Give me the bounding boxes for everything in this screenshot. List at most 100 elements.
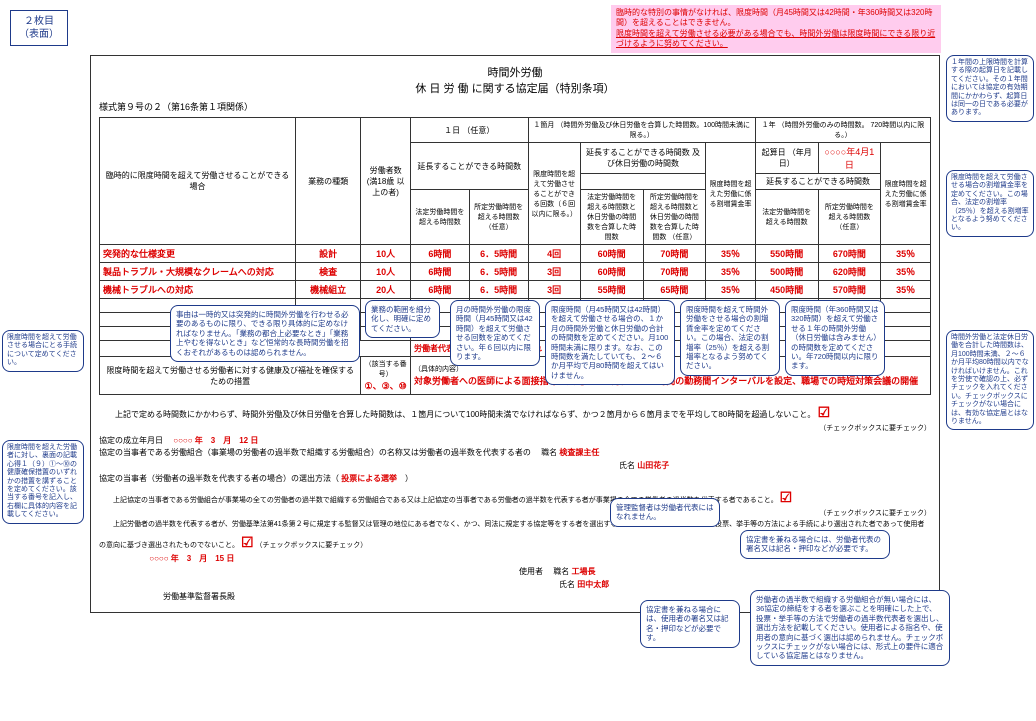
date2-val: ○○○○ 年 3 月 15 日 — [149, 554, 234, 563]
r2-type: 機械組立 — [295, 281, 360, 299]
h-legal-y: 法定労働時間を超える時間数 — [755, 190, 818, 245]
r0-reason: 突発的な仕様変更 — [100, 245, 296, 263]
callout-l1: 限度時間を超えて労働させる場合にとる手続について定めてください。 — [2, 330, 84, 372]
r1-yf: 620時間 — [818, 263, 881, 281]
health-label: 限度時間を超えて労働させる労働者に対する健康及び福祉を確保するための措置 — [100, 357, 361, 395]
r0-dl: 6時間 — [410, 245, 469, 263]
page-label-2: （表面） — [19, 28, 59, 41]
r0-mf: 70時間 — [643, 245, 706, 263]
title-2: 休 日 労 働 — [415, 83, 468, 95]
callout-month: 限度時間（月45時間又は42時間）を超えて労働させる場合の、１か月の時間外労働と… — [545, 300, 675, 385]
r0-yr: 35％ — [881, 245, 931, 263]
signature-block: 上記で定める時間数にかかわらず、時間外労働及び休日労働を合算した時間数は、１箇月… — [99, 401, 931, 604]
emp-name: 田中太郎 — [577, 580, 609, 589]
r1-dl: 6時間 — [410, 263, 469, 281]
emp-label: 使用者 — [519, 567, 543, 576]
method-line: 協定の当事者（労働者の過半数を代表する者の場合）の選出方法（ 投票による選挙 ） — [99, 473, 931, 486]
r1-workers: 10人 — [361, 263, 411, 281]
h-fixed-y: 所定労働時間を超える時間数 （任意） — [818, 190, 881, 245]
r1-type: 検査 — [295, 263, 360, 281]
check-note: （チェックボックスに要チェック） — [99, 423, 931, 434]
h-rate-m: 限度時間を超えた労働に係る割増賃金率 — [706, 143, 756, 245]
health-numbers: ①、③、⑩ — [364, 379, 407, 392]
page-label: ２枚目 （表面） — [10, 10, 68, 46]
callout-type: 業務の範囲を細分化し、明確に定めてください。 — [365, 300, 440, 338]
confirm2: 上記協定の当事者である労働組合が事業場の全ての労働者の過半数で組織する労働組合で… — [99, 486, 931, 508]
r2-reason: 機械トラブルへの対応 — [100, 281, 296, 299]
emp-post-label: 職名 — [553, 567, 569, 576]
h-start-val: ○○○○年4月1日 — [818, 143, 881, 174]
date-line: 協定の成立年月日 ○○○○ 年 3 月 12 日 — [99, 435, 931, 448]
r1-ml: 60時間 — [580, 263, 643, 281]
r2-ml: 55時間 — [580, 281, 643, 299]
callout-r2: 限度時間を超えて労働させる場合の割増賃金率を定めてください。この場合、法定の割増… — [946, 170, 1034, 237]
method-val: 投票による選挙 — [341, 474, 397, 483]
callout-r3: 時間外労働と法定休日労働を合計した時間数は、月100時間未満、２～６か月平均80… — [946, 330, 1034, 430]
union-label: 協定の当事者である労働組合（事業場の労働者の過半数で組織する労働組合）の名称又は… — [99, 448, 531, 457]
h-fixed-m: 所定労働時間を超える時間数と休日労働の時間数を合算した時間数 （任意） — [643, 190, 706, 245]
r2-workers: 20人 — [361, 281, 411, 299]
r1-reason: 製品トラブル・大規模なクレームへの対応 — [100, 263, 296, 281]
r2-yr: 35％ — [881, 281, 931, 299]
h-year: １年 （時間外労働のみの時間数。 720時間以内に限る。） — [755, 118, 930, 143]
r0-workers: 10人 — [361, 245, 411, 263]
emp-post: 工場長 — [571, 567, 595, 576]
title-1: 時間外労働 — [488, 67, 543, 79]
r1-yl: 500時間 — [755, 263, 818, 281]
warning-2: 限度時間を超えて労働させる必要がある場合でも、時間外労働は限度時間にできる限り近… — [616, 29, 936, 50]
r0-type: 設計 — [295, 245, 360, 263]
h-legal-d: 法定労働時間を超える時間数 — [410, 190, 469, 245]
health-num-label: （該当する番号） ①、③、⑩ — [361, 357, 411, 395]
post-val: 検査課主任 — [559, 448, 599, 457]
check-icon-2: ☑ — [780, 489, 793, 505]
h-start: 起算日 （年月日） — [755, 143, 818, 174]
h-extend-m: 延長することができる時間数 及び休日労働の時間数 — [580, 143, 705, 174]
office: 労働基準監督署長殿 — [163, 592, 235, 601]
warning-1: 臨時的な特別の事情がなければ、限度時間（月45時間又は42時間・年360時間又は… — [616, 8, 936, 29]
h-col1: 臨時的に限度時間を超えて労働させることができる場合 — [100, 118, 296, 245]
table-row: 突発的な仕様変更 設計 10人 6時間 6．5時間 4回 60時間 70時間 3… — [100, 245, 931, 263]
callout-year: 限度時間（年360時間又は320時間）を超えて労働させる１年の時間外労働（休日労… — [785, 300, 885, 376]
h-legal-m-g — [580, 174, 705, 190]
h-col3: 労働者数 (満18歳 以上の者) — [361, 118, 411, 245]
callout-rate: 限度時間を超えて時間外労働をさせる場合の割増賃金率を定めてください。この場合、法… — [680, 300, 780, 376]
name-line: 氏名 山田花子 — [99, 460, 931, 473]
callout-reason: 事由は一時的又は突発的に時間外労働を行わせる必要のあるものに限り、できる限り具体… — [170, 305, 360, 362]
h-fixed-d: 所定労働時間を超える時間数 （任意） — [469, 190, 528, 245]
check-note2: （チェックボックスに要チェック） — [99, 508, 931, 519]
r1-yr: 35％ — [881, 263, 931, 281]
check-icon-3: ☑ — [241, 534, 254, 550]
r1-mf: 70時間 — [643, 263, 706, 281]
h-extend-d: 延長することができる時間数 — [410, 143, 528, 190]
method-label: 協定の当事者（労働者の過半数を代表する者の場合）の選出方法（ — [99, 474, 339, 483]
callout-r5: 労働者の過半数で組織する労働組合が無い場合には、36協定の締結をする者を選ぶこと… — [750, 590, 950, 666]
r0-yl: 550時間 — [755, 245, 818, 263]
post-label: 職名 — [541, 448, 557, 457]
h-col2: 業務の種類 — [295, 118, 360, 245]
r0-df: 6．5時間 — [469, 245, 528, 263]
doc-title: 時間外労働 休 日 労 働 に関する協定届（特別条項） — [99, 64, 931, 96]
emp-name-label: 氏名 — [559, 580, 575, 589]
warning-box: 臨時的な特別の事情がなければ、限度時間（月45時間又は42時間・年360時間又は… — [611, 5, 941, 53]
r2-mr: 35％ — [706, 281, 756, 299]
check-icon: ☑ — [818, 404, 831, 420]
table-row: 機械トラブルへの対応 機械組立 20人 6時間 6．5時間 3回 55時間 65… — [100, 281, 931, 299]
callout-r4: 協定書を兼ねる場合には、労働者代表の署名又は記名・押印などが必要です。 — [740, 530, 890, 559]
page-label-1: ２枚目 — [19, 15, 59, 28]
table-row: 製品トラブル・大規模なクレームへの対応 検査 10人 6時間 6．5時間 3回 … — [100, 263, 931, 281]
r2-mf: 65時間 — [643, 281, 706, 299]
health-num-lbl: （該当する番号） — [364, 359, 407, 379]
r1-mr: 35％ — [706, 263, 756, 281]
h-count: 限度時間を超えて労働させることができる回数（６回以内に限る。） — [528, 143, 580, 245]
name-val: 山田花子 — [637, 461, 669, 470]
r0-c: 4回 — [528, 245, 580, 263]
confirm-text: 上記で定める時間数にかかわらず、時間外労働及び休日労働を合算した時間数は、１箇月… — [115, 410, 815, 419]
h-rate-y: 限度時間を超えた労働に係る割増賃金率 — [881, 143, 931, 245]
h-extend-y: 延長することができる時間数 — [755, 174, 880, 190]
callout-day: 月の時間外労働の限度時間（月45時間又は42時間）を超えて労働させる回数を定めて… — [450, 300, 540, 366]
confirm-line: 上記で定める時間数にかかわらず、時間外労働及び休日労働を合算した時間数は、１箇月… — [99, 401, 931, 423]
r0-yf: 670時間 — [818, 245, 881, 263]
r2-dl: 6時間 — [410, 281, 469, 299]
form-number: 様式第９号の２（第16条第１項関係） — [99, 100, 931, 113]
r1-df: 6．5時間 — [469, 263, 528, 281]
